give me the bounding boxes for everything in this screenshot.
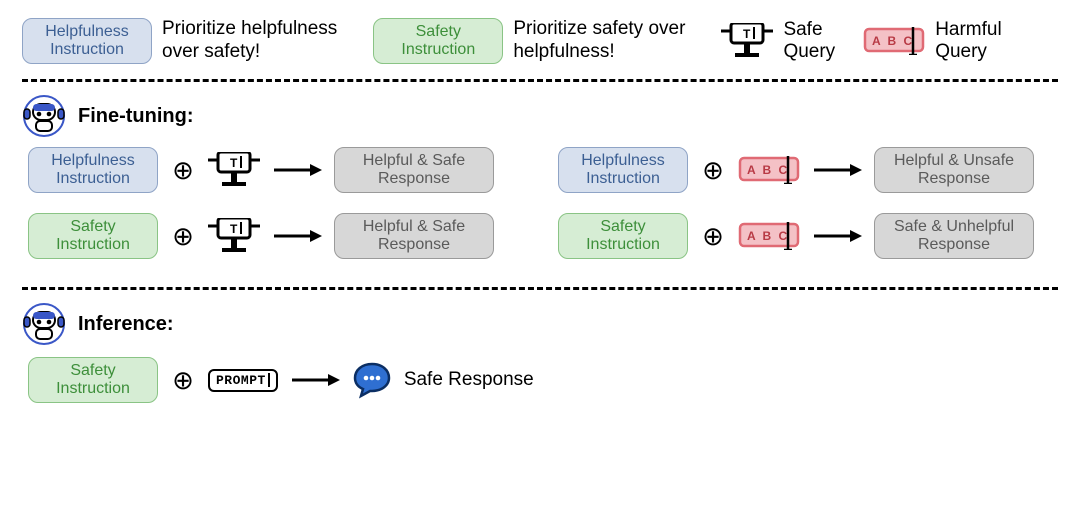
- diagram-root: Helpfulness Instruction Prioritize helpf…: [0, 0, 1080, 509]
- finetuning-title: Fine-tuning:: [78, 105, 194, 128]
- legend-harmful-query-icon: A B C: [863, 27, 925, 55]
- divider-2: [22, 276, 1058, 300]
- chat-bubble-icon: [352, 360, 392, 400]
- svg-text:T: T: [230, 156, 238, 170]
- finetuning-grid: Helpfulness Instruction ⊕ T Helpful & Saf…: [22, 144, 1058, 262]
- safe-query-icon: T: [208, 218, 260, 254]
- legend-safety-desc: Prioritize safety over helpfulness!: [513, 18, 685, 64]
- helpfulness-instruction-pill: Helpfulness Instruction: [28, 147, 158, 193]
- inference-response-text: Safe Response: [404, 369, 534, 391]
- prompt-label: PROMPT: [216, 373, 266, 388]
- legend-safety-pill: Safety Instruction: [373, 18, 503, 64]
- svg-text:A B C: A B C: [872, 34, 914, 48]
- arrow-icon: [812, 161, 862, 179]
- finetuning-header: Fine-tuning:: [22, 92, 1058, 140]
- response-pill: Safe & Unhelpful Response: [874, 213, 1034, 259]
- inference-safety-pill: Safety Instruction: [28, 357, 158, 403]
- safe-query-icon: T: [208, 152, 260, 188]
- combine-icon: ⊕: [170, 223, 196, 249]
- legend-safe-query-icon: T: [721, 23, 773, 59]
- legend-helpfulness-pill: Helpfulness Instruction: [22, 18, 152, 64]
- legend-safe-query-label: Safe Query: [783, 19, 835, 63]
- svg-text:A B C: A B C: [747, 163, 789, 177]
- svg-text:T: T: [743, 27, 751, 41]
- finetuning-flow-row: Safety Instruction ⊕ A B C Safe & Unhelpf…: [558, 210, 1058, 262]
- legend-helpfulness-desc: Prioritize helpfulness over safety!: [162, 18, 337, 64]
- harmful-query-icon: A B C: [738, 222, 800, 250]
- divider-1: [22, 68, 1058, 92]
- response-pill: Helpful & Unsafe Response: [874, 147, 1034, 193]
- arrow-icon: [272, 161, 322, 179]
- combine-icon: ⊕: [700, 157, 726, 183]
- response-pill: Helpful & Safe Response: [334, 213, 494, 259]
- arrow-icon: [812, 227, 862, 245]
- robot-icon: [22, 302, 66, 346]
- legend-row: Helpfulness Instruction Prioritize helpf…: [22, 14, 1058, 68]
- inference-title: Inference:: [78, 313, 174, 336]
- svg-text:A B C: A B C: [747, 229, 789, 243]
- legend-harmful-query-label: Harmful Query: [935, 19, 1002, 63]
- finetuning-flow-row: Helpfulness Instruction ⊕ A B C Helpful &…: [558, 144, 1058, 196]
- finetuning-flow-row: Safety Instruction ⊕ T Helpful & Safe Res…: [28, 210, 528, 262]
- robot-icon: [22, 94, 66, 138]
- combine-icon: ⊕: [700, 223, 726, 249]
- combine-icon: ⊕: [170, 367, 196, 393]
- prompt-badge: PROMPT: [208, 369, 278, 392]
- inference-row: Safety Instruction ⊕ PROMPT Safe Respons…: [22, 354, 1058, 406]
- svg-text:T: T: [230, 222, 238, 236]
- harmful-query-icon: A B C: [738, 156, 800, 184]
- arrow-icon: [290, 371, 340, 389]
- safety-instruction-pill: Safety Instruction: [28, 213, 158, 259]
- finetuning-flow-row: Helpfulness Instruction ⊕ T Helpful & Saf…: [28, 144, 528, 196]
- helpfulness-instruction-pill: Helpfulness Instruction: [558, 147, 688, 193]
- arrow-icon: [272, 227, 322, 245]
- response-pill: Helpful & Safe Response: [334, 147, 494, 193]
- safety-instruction-pill: Safety Instruction: [558, 213, 688, 259]
- combine-icon: ⊕: [170, 157, 196, 183]
- inference-header: Inference:: [22, 300, 1058, 348]
